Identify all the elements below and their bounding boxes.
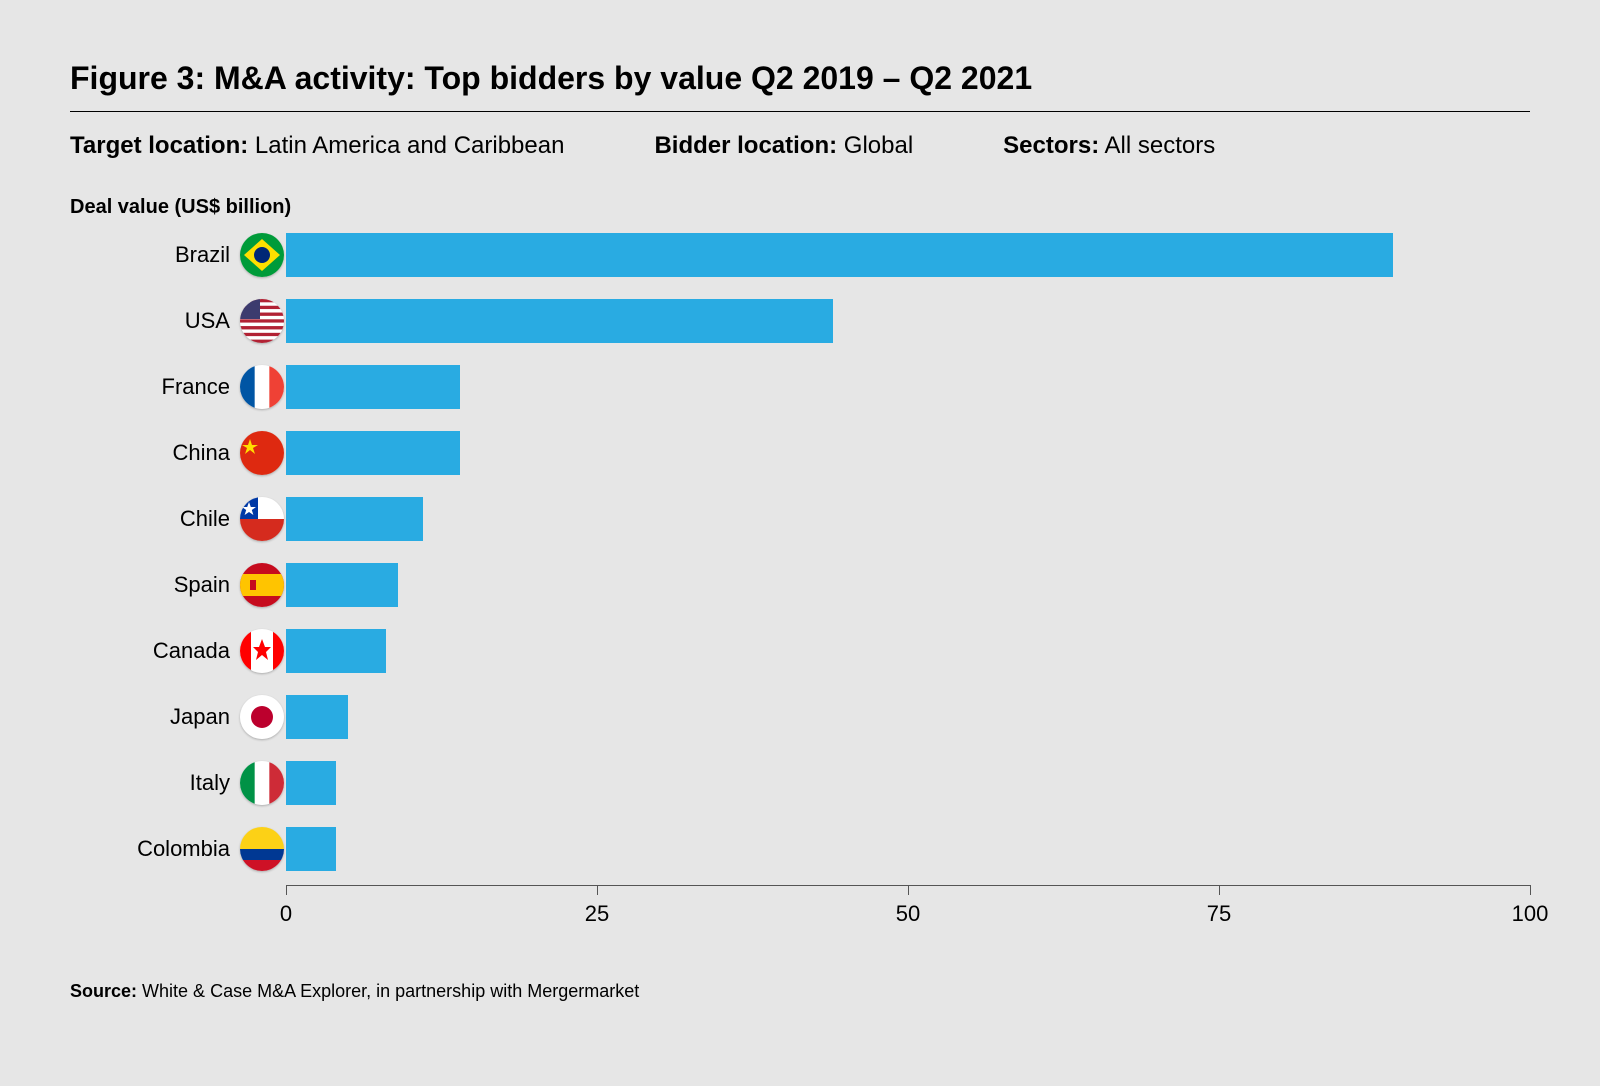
meta-label: Bidder location: xyxy=(654,132,837,159)
x-tick-label: 100 xyxy=(1512,901,1549,927)
category-label: France xyxy=(70,374,240,400)
italy-flag-icon xyxy=(240,761,284,805)
chart-row: Spain xyxy=(70,563,1530,607)
title-rule xyxy=(70,111,1530,112)
category-label: Japan xyxy=(70,704,240,730)
x-tick-label: 50 xyxy=(896,901,920,927)
chart-row: Canada xyxy=(70,629,1530,673)
meta-sectors: Sectors: All sectors xyxy=(1003,132,1215,160)
x-tick xyxy=(597,885,598,895)
x-tick-label: 25 xyxy=(585,901,609,927)
meta-value: Latin America and Caribbean xyxy=(255,132,565,159)
category-label: Chile xyxy=(70,506,240,532)
chart-row: China xyxy=(70,431,1530,475)
source-line: Source: White & Case M&A Explorer, in pa… xyxy=(70,981,1530,1002)
meta-value: Global xyxy=(844,132,913,159)
chile-flag-icon xyxy=(240,497,284,541)
canada-flag-icon xyxy=(240,629,284,673)
china-flag-icon xyxy=(240,431,284,475)
category-label: Brazil xyxy=(70,242,240,268)
x-tick xyxy=(1530,885,1531,895)
meta-target-location: Target location: Latin America and Carib… xyxy=(70,132,564,160)
chart-row: Brazil xyxy=(70,233,1530,277)
x-tick xyxy=(286,885,287,895)
japan-flag-icon xyxy=(240,695,284,739)
meta-label: Sectors: xyxy=(1003,132,1099,159)
x-tick-label: 0 xyxy=(280,901,292,927)
x-tick xyxy=(1219,885,1220,895)
figure-title: Figure 3: M&A activity: Top bidders by v… xyxy=(70,60,1530,97)
x-tick xyxy=(908,885,909,895)
source-label: Source: xyxy=(70,981,137,1001)
meta-row: Target location: Latin America and Carib… xyxy=(70,132,1530,160)
france-flag-icon xyxy=(240,365,284,409)
chart-row: France xyxy=(70,365,1530,409)
category-label: Canada xyxy=(70,638,240,664)
meta-label: Target location: xyxy=(70,132,248,159)
meta-bidder-location: Bidder location: Global xyxy=(654,132,913,160)
meta-value: All sectors xyxy=(1105,132,1216,159)
source-value: White & Case M&A Explorer, in partnershi… xyxy=(142,981,639,1001)
chart-row: Colombia xyxy=(70,827,1530,871)
category-label: Colombia xyxy=(70,836,240,862)
bar-chart: Brazil USA France China Chile Spain Canada Japa… xyxy=(70,233,1530,935)
usa-flag-icon xyxy=(240,299,284,343)
y-axis-title: Deal value (US$ billion) xyxy=(70,196,1530,219)
chart-row: USA xyxy=(70,299,1530,343)
chart-row: Chile xyxy=(70,497,1530,541)
category-label: USA xyxy=(70,308,240,334)
category-label: Spain xyxy=(70,572,240,598)
figure-container: Figure 3: M&A activity: Top bidders by v… xyxy=(0,0,1600,1086)
chart-row: Italy xyxy=(70,761,1530,805)
brazil-flag-icon xyxy=(240,233,284,277)
x-tick-label: 75 xyxy=(1207,901,1231,927)
chart-row: Japan xyxy=(70,695,1530,739)
category-label: China xyxy=(70,440,240,466)
category-label: Italy xyxy=(70,770,240,796)
colombia-flag-icon xyxy=(240,827,284,871)
spain-flag-icon xyxy=(240,563,284,607)
